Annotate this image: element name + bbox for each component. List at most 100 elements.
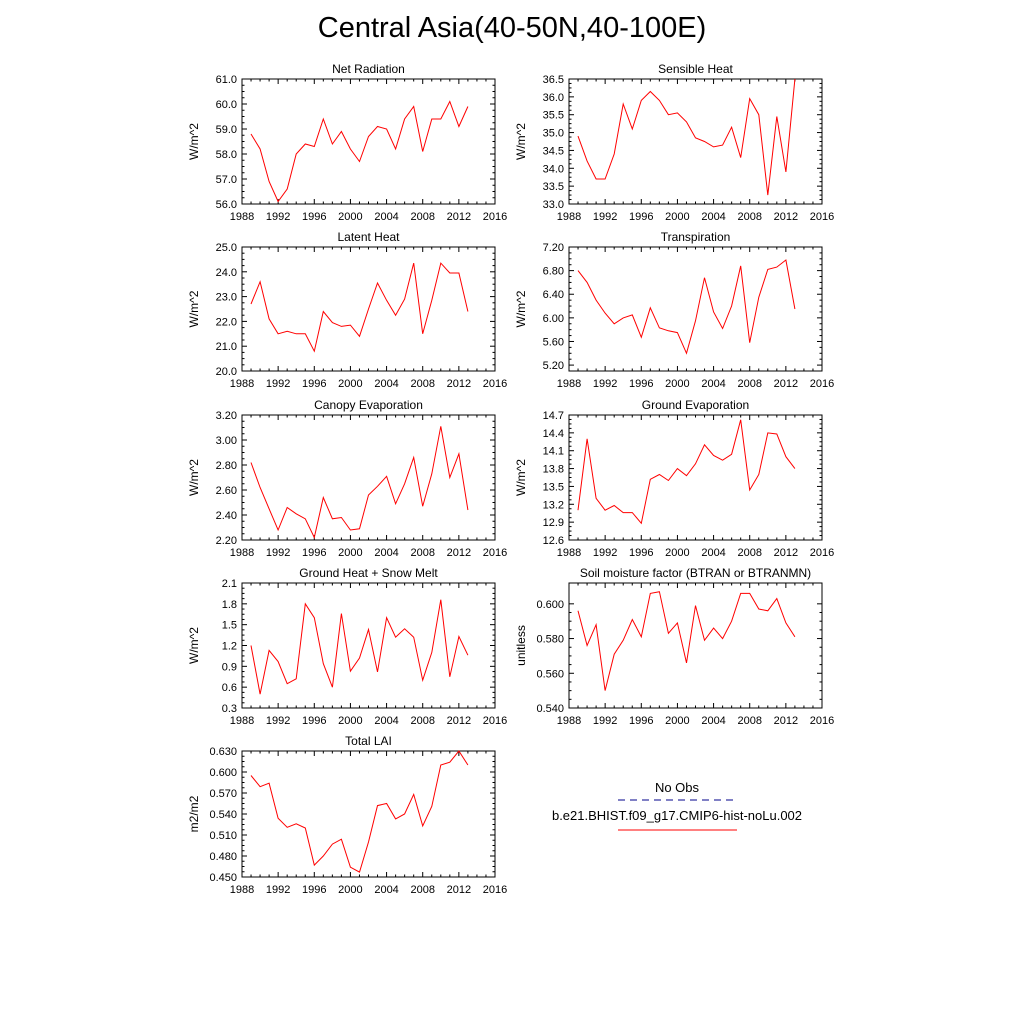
y-axis-label: W/m^2 — [514, 459, 528, 496]
y-tick-label: 60.0 — [216, 99, 237, 111]
y-tick-label: 23.0 — [216, 292, 237, 304]
panel-8: Total LAI m2/m2 1988 1992 1996 2000 2004 2008 20… — [187, 734, 507, 896]
x-tick-label: 2008 — [410, 378, 434, 390]
x-tick-label: 1992 — [266, 547, 290, 559]
series-line — [250, 599, 469, 695]
y-tick-label: 33.0 — [543, 199, 564, 211]
x-tick-label: 1996 — [302, 211, 326, 223]
x-tick-label: 2016 — [810, 211, 834, 223]
y-tick-label: 1.2 — [222, 641, 237, 653]
x-tick-label: 1988 — [557, 378, 581, 390]
x-tick-label: 2008 — [737, 715, 761, 727]
panel-4: Canopy Evaporation W/m^2 1988 1992 1996 2000 2… — [187, 398, 507, 559]
page-title: Central Asia(40-50N,40-100E) — [317, 12, 707, 44]
y-tick-label: 35.0 — [543, 128, 564, 140]
y-tick-label: 59.0 — [216, 124, 237, 136]
panel-5: Ground Evaporation W/m^2 1988 1992 1996 2000 2… — [514, 398, 834, 559]
series-line — [250, 100, 469, 203]
x-tick-label: 1992 — [593, 715, 617, 727]
x-tick-label: 2000 — [665, 715, 689, 727]
x-tick-label: 2004 — [374, 211, 398, 223]
panel-3: Transpiration W/m^2 1988 1992 1996 2000 2004 20… — [514, 230, 834, 390]
x-tick-label: 2016 — [483, 211, 507, 223]
y-tick-label: 6.00 — [543, 313, 564, 325]
x-tick-label: 2016 — [810, 547, 834, 559]
x-tick-label: 2004 — [701, 715, 725, 727]
series-line — [577, 78, 796, 196]
x-tick-label: 2004 — [701, 378, 725, 390]
panel-title: Latent Heat — [337, 230, 400, 244]
y-tick-label: 0.600 — [536, 599, 564, 611]
x-tick-label: 1992 — [266, 211, 290, 223]
y-tick-label: 0.450 — [209, 872, 237, 884]
y-tick-label: 2.20 — [216, 535, 237, 547]
y-tick-label: 13.2 — [543, 499, 564, 511]
y-tick-label: 34.5 — [543, 145, 564, 157]
y-tick-label: 0.480 — [209, 851, 237, 863]
y-tick-label: 0.630 — [209, 746, 237, 758]
series-line — [250, 750, 469, 873]
x-tick-label: 2004 — [701, 211, 725, 223]
y-tick-label: 61.0 — [216, 74, 237, 86]
panel-title: Net Radiation — [332, 62, 405, 76]
y-tick-label: 25.0 — [216, 242, 237, 254]
x-tick-label: 2012 — [774, 715, 798, 727]
panel-7: Soil moisture factor (BTRAN or BTRANMN) u… — [514, 566, 834, 727]
y-tick-label: 12.6 — [543, 535, 564, 547]
x-tick-label: 2008 — [410, 547, 434, 559]
series-line — [577, 591, 796, 691]
x-tick-label: 1996 — [629, 211, 653, 223]
x-tick-label: 2008 — [737, 547, 761, 559]
y-tick-label: 24.0 — [216, 267, 237, 279]
x-tick-label: 2008 — [737, 378, 761, 390]
y-tick-label: 0.510 — [209, 830, 237, 842]
x-tick-label: 1988 — [230, 884, 254, 896]
series-line — [250, 426, 469, 540]
plot-frame — [241, 750, 496, 878]
y-tick-label: 36.5 — [543, 74, 564, 86]
x-tick-label: 2000 — [338, 884, 362, 896]
panel-title: Soil moisture factor (BTRAN or BTRANMN) — [580, 566, 811, 580]
x-tick-label: 1992 — [593, 378, 617, 390]
y-axis-label: W/m^2 — [187, 290, 201, 327]
plot-frame — [241, 78, 496, 205]
y-axis-label: unitless — [514, 625, 528, 666]
x-tick-label: 2004 — [701, 547, 725, 559]
x-tick-label: 2016 — [483, 884, 507, 896]
y-tick-label: 0.570 — [209, 788, 237, 800]
x-tick-label: 1988 — [557, 547, 581, 559]
x-tick-label: 2000 — [665, 547, 689, 559]
x-tick-label: 2012 — [774, 211, 798, 223]
x-tick-label: 2008 — [410, 715, 434, 727]
x-tick-label: 1996 — [629, 715, 653, 727]
x-tick-label: 1996 — [302, 547, 326, 559]
x-tick-label: 2016 — [810, 715, 834, 727]
x-tick-label: 2016 — [810, 378, 834, 390]
y-tick-label: 36.0 — [543, 92, 564, 104]
y-tick-label: 13.5 — [543, 481, 564, 493]
plot-frame — [241, 414, 496, 541]
y-tick-label: 14.1 — [543, 446, 564, 458]
x-tick-label: 1992 — [266, 378, 290, 390]
y-tick-label: 2.1 — [222, 578, 237, 590]
y-tick-label: 3.20 — [216, 410, 237, 422]
y-axis-label: W/m^2 — [514, 290, 528, 327]
x-tick-label: 2008 — [410, 211, 434, 223]
x-tick-label: 1996 — [302, 378, 326, 390]
x-tick-label: 1988 — [557, 211, 581, 223]
x-tick-label: 2016 — [483, 378, 507, 390]
x-tick-label: 2016 — [483, 715, 507, 727]
plot-frame — [568, 78, 823, 205]
x-tick-label: 1992 — [266, 884, 290, 896]
legend-obs-label: No Obs — [655, 780, 700, 795]
y-tick-label: 20.0 — [216, 366, 237, 378]
panel-2: Latent Heat W/m^2 1988 1992 1996 2000 2004 2008… — [187, 230, 507, 390]
series-line — [577, 259, 796, 355]
x-tick-label: 1992 — [593, 547, 617, 559]
series-line — [577, 419, 796, 525]
y-tick-label: 12.9 — [543, 517, 564, 529]
x-tick-label: 1988 — [230, 378, 254, 390]
panel-1: Sensible Heat W/m^2 1988 1992 1996 2000 2004 20… — [514, 62, 834, 223]
y-tick-label: 14.7 — [543, 410, 564, 422]
